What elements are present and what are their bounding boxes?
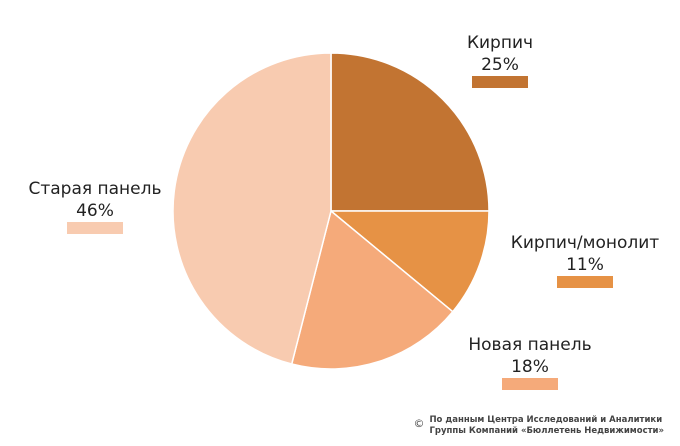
pie-slice-1 [328, 210, 490, 313]
copyright-icon: © [413, 417, 425, 430]
label-kirpich-monolit: Кирпич/монолит 11% [500, 232, 670, 288]
slice-percent: 11% [566, 255, 604, 275]
slice-percent: 25% [481, 55, 519, 75]
label-novaya-panel: Новая панель 18% [455, 334, 605, 390]
slice-percent: 46% [76, 201, 114, 221]
legend-swatch [67, 222, 123, 234]
slice-percent: 18% [511, 357, 549, 377]
slice-name: Старая панель [28, 179, 162, 199]
legend-swatch [557, 276, 613, 288]
label-kirpich: Кирпич 25% [440, 32, 560, 88]
label-staraya-panel: Старая панель 46% [20, 178, 170, 234]
source-line-1: По данным Центра Исследований и Аналитик… [429, 415, 663, 425]
source-note: © По данным Центра Исследований и Аналит… [413, 415, 664, 437]
slice-name: Кирпич/монолит [510, 233, 660, 253]
pie-slice-0 [330, 52, 490, 212]
legend-swatch [502, 378, 558, 390]
pie-slice-2 [290, 209, 454, 370]
pie-slice-3 [172, 52, 332, 365]
source-line-2: Группы Компаний «Бюллетень Недвижимости» [429, 426, 664, 436]
slice-name: Новая панель [468, 335, 592, 355]
legend-swatch [472, 76, 528, 88]
slice-name: Кирпич [466, 33, 534, 53]
